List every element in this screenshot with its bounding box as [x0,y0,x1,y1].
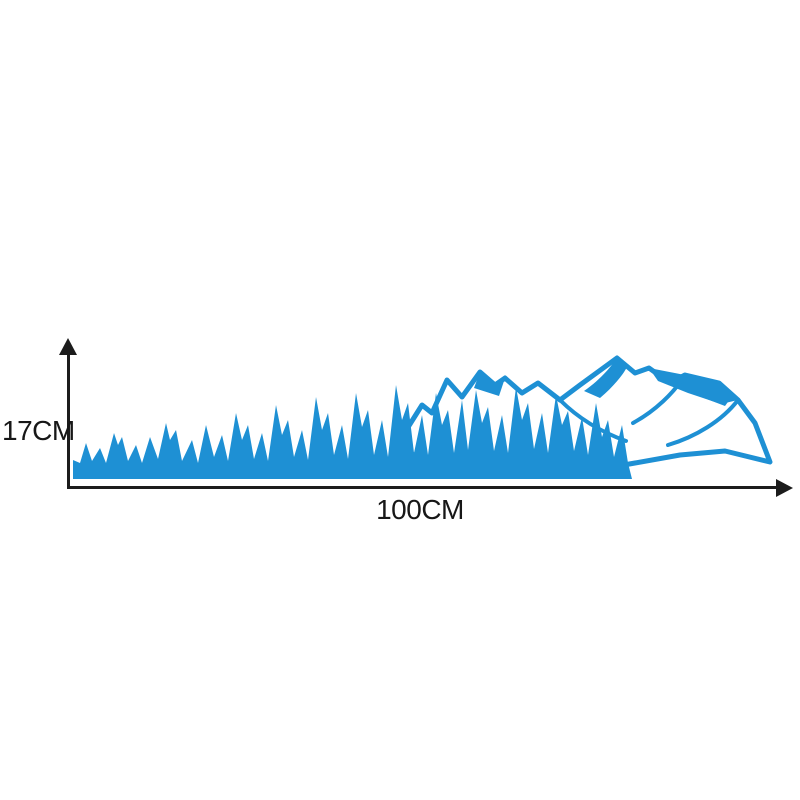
decal-artwork [73,355,773,479]
height-arrowhead-icon [59,338,77,355]
forest-silhouette [73,385,632,479]
mountain-ridge-line-2 [631,373,687,425]
mountain-shading-right-notch [704,383,733,406]
mountain-shading-main-peak [584,358,627,398]
mountain-shading-left-cluster [474,372,505,396]
height-dimension-line [67,352,70,489]
width-dimension-label: 100CM [376,494,464,525]
mountain-ridge-line-3 [666,398,740,447]
width-dimension-line [67,486,778,489]
width-arrowhead-icon [776,479,793,497]
height-dimension-label: 17CM [2,415,75,446]
